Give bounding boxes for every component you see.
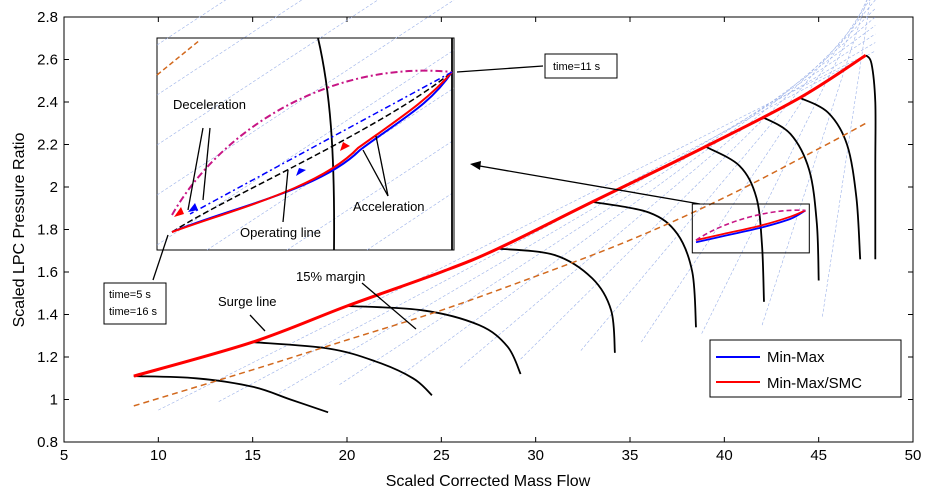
zoom-trajectory-loop bbox=[695, 209, 806, 241]
y-tick-label: 1.2 bbox=[37, 349, 58, 366]
margin-line bbox=[133, 122, 867, 407]
map-guide-line bbox=[822, 0, 871, 317]
time-11-box bbox=[544, 53, 618, 79]
margin-label: 15% margin bbox=[296, 269, 365, 284]
inset-frame bbox=[156, 37, 455, 251]
inset-minmax-smc-path bbox=[171, 71, 453, 233]
inset-operating-line bbox=[171, 71, 453, 233]
time-11-arrow bbox=[456, 65, 544, 73]
x-tick-label: 35 bbox=[622, 447, 639, 464]
zoom-link-arrowhead bbox=[470, 161, 481, 170]
blue-arrowhead-1 bbox=[296, 168, 306, 176]
blue-arrowhead-2 bbox=[188, 203, 198, 212]
y-tick-label: 2.4 bbox=[37, 94, 58, 111]
inset-guide bbox=[366, 191, 455, 251]
deceleration-arrow-2 bbox=[202, 127, 211, 201]
map-guide-line bbox=[278, 42, 876, 394]
map-guide-line bbox=[701, 0, 868, 334]
x-tick-label: 5 bbox=[60, 447, 68, 464]
speed-line-7 bbox=[761, 116, 820, 281]
acceleration-arrow-1 bbox=[362, 149, 389, 197]
y-axis-label: Scaled LPC Pressure Ratio bbox=[11, 133, 28, 328]
inset-guide bbox=[286, 139, 455, 251]
map-guide-line bbox=[520, 8, 876, 360]
map-layer bbox=[133, 0, 877, 414]
x-axis-label: Scaled Corrected Mass Flow bbox=[386, 473, 591, 490]
red-arrowhead-2 bbox=[174, 207, 184, 217]
x-tick-label: 15 bbox=[244, 447, 261, 464]
time-11-label: time=11 s bbox=[553, 61, 601, 73]
inset-margin-line bbox=[156, 39, 201, 76]
legend-label-min-max-smc: Min-Max/SMC bbox=[767, 375, 862, 392]
y-tick-label: 1 bbox=[50, 392, 58, 409]
y-tick-label: 2.8 bbox=[37, 9, 58, 26]
deceleration-label: Deceleration bbox=[173, 97, 246, 112]
speed-line-3 bbox=[346, 305, 522, 375]
map-guide-line bbox=[399, 25, 876, 377]
x-tick-label: 30 bbox=[527, 447, 544, 464]
x-tick-label: 50 bbox=[905, 447, 922, 464]
surge-arrow bbox=[249, 314, 266, 332]
series-line-min-max-smc bbox=[695, 209, 806, 241]
surge-label: Surge line bbox=[218, 294, 277, 309]
y-tick-label: 2.2 bbox=[37, 137, 58, 154]
zoom-box bbox=[691, 203, 810, 254]
inset-guide bbox=[156, 0, 379, 146]
time-5-arrow bbox=[152, 234, 169, 281]
red-arrowhead-1 bbox=[340, 142, 350, 151]
inset-content bbox=[156, 0, 455, 251]
time-5-label: time=5 s bbox=[109, 289, 151, 301]
y-tick-label: 1.4 bbox=[37, 307, 58, 324]
legend-box bbox=[709, 339, 902, 398]
map-guide-line bbox=[641, 0, 870, 343]
acceleration-label: Acceleration bbox=[353, 199, 425, 214]
speed-line-4 bbox=[497, 247, 616, 353]
time-5-16-box bbox=[103, 282, 167, 325]
deceleration-arrow-1 bbox=[187, 127, 204, 211]
map-guide-line bbox=[158, 59, 857, 411]
map-guide-line bbox=[580, 0, 876, 351]
operating-line-label: Operating line bbox=[240, 225, 321, 240]
legend-label-min-max: Min-Max bbox=[767, 349, 825, 366]
x-tick-label: 40 bbox=[716, 447, 733, 464]
speed-line-8 bbox=[799, 96, 862, 260]
x-tick-label: 45 bbox=[810, 447, 827, 464]
zoom-link-arrow bbox=[473, 164, 701, 205]
y-tick-label: 1.6 bbox=[37, 264, 58, 281]
acceleration-arrow-2 bbox=[375, 135, 389, 197]
series-layer bbox=[695, 209, 806, 244]
time-16-label: time=16 s bbox=[109, 306, 157, 318]
speed-line-1 bbox=[133, 375, 329, 414]
inset-speed-line-1 bbox=[317, 37, 336, 251]
y-tick-label: 0.8 bbox=[37, 434, 58, 451]
x-tick-label: 25 bbox=[433, 447, 450, 464]
inset-zoom-panel: Deceleration Acceleration Operating line bbox=[152, 0, 701, 332]
speed-line-6 bbox=[705, 145, 765, 302]
x-tick-label: 10 bbox=[150, 447, 167, 464]
operating-line-arrow bbox=[282, 169, 289, 223]
map-guide-line bbox=[761, 0, 868, 326]
inset-guide bbox=[156, 49, 455, 246]
map-guide-line bbox=[460, 16, 876, 368]
margin-arrow bbox=[361, 282, 417, 330]
surge-line bbox=[133, 53, 867, 378]
y-tick-label: 2.6 bbox=[37, 52, 58, 69]
x-tick-label: 20 bbox=[339, 447, 356, 464]
ticks-layer: 5 10 15 20 25 30 35 40 45 50 0.8 1 1.2 1.4 1.6 1.8 2 2.2 2… bbox=[37, 9, 921, 464]
y-tick-label: 1.8 bbox=[37, 222, 58, 239]
speed-line-2 bbox=[252, 341, 433, 396]
map-guide-line bbox=[339, 33, 876, 385]
speed-line-5 bbox=[592, 201, 697, 328]
series-line-min-max bbox=[695, 209, 806, 244]
y-tick-label: 2 bbox=[50, 179, 58, 196]
legend: Min-Max Min-Max/SMC bbox=[709, 339, 902, 398]
speed-line-9 bbox=[865, 54, 877, 260]
inset-deceleration-blue-path bbox=[189, 71, 453, 215]
